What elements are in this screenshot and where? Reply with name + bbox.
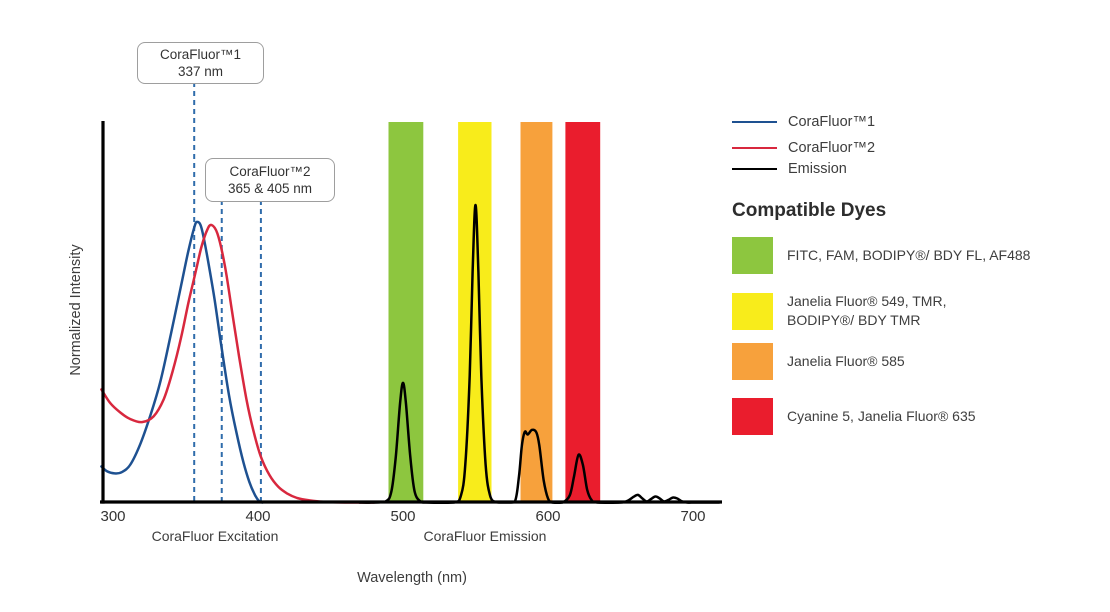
x-tick-label-600: 600 (535, 508, 560, 525)
compatible-dyes-heading: Compatible Dyes (732, 200, 887, 221)
dye-swatch-yellow (732, 292, 773, 330)
x-tick-label-300: 300 (100, 508, 125, 525)
x-axis-label: Wavelength (nm) (357, 570, 467, 586)
annotation-box-corafluor2: CoraFluor™2 365 & 405 nm (205, 158, 335, 202)
legend-line-sample-black (732, 168, 777, 170)
dye-item-cy5: Cyanine 5, Janelia Fluor® 635 (732, 398, 976, 435)
x-tick-label-500: 500 (390, 508, 415, 525)
x-section-label-emission: CoraFluor Emission (423, 528, 547, 544)
dye-label: FITC, FAM, BODIPY®/ BDY FL, AF488 (787, 247, 1031, 263)
dye-swatch-orange (732, 343, 773, 380)
curve-excitation-1 (100, 223, 376, 504)
annotation-box-corafluor1: CoraFluor™1 337 nm (137, 42, 264, 84)
legend-item-corafluor1: CoraFluor™1 (732, 112, 875, 132)
legend-item-emission: Emission (732, 159, 875, 179)
legend-label: Emission (788, 161, 847, 177)
legend-label: CoraFluor™2 (788, 140, 876, 156)
dye-swatch-red (732, 398, 773, 435)
annotation-corafluor1-wavelength: 337 nm (177, 64, 224, 79)
x-tick-label-700: 700 (680, 508, 705, 525)
curve-excitation-0 (100, 220, 264, 504)
x-tick-label-400: 400 (245, 508, 270, 525)
legend-line-sample-red (732, 147, 777, 149)
dye-item-jf549: Janelia Fluor® 549, TMR, BODIPY®/ BDY TM… (732, 292, 946, 330)
legend-line-sample-blue (732, 121, 777, 123)
dye-swatch-green (732, 237, 773, 274)
dye-label: Janelia Fluor® 549, TMR, BODIPY®/ BDY TM… (787, 293, 947, 328)
y-axis-label: Normalized Intensity (68, 244, 84, 376)
annotation-corafluor2-title: CoraFluor™2 (229, 164, 311, 179)
dye-item-fitc: FITC, FAM, BODIPY®/ BDY FL, AF488 (732, 237, 1030, 274)
dye-item-jf585: Janelia Fluor® 585 (732, 343, 905, 380)
filter-band-1 (458, 122, 492, 503)
dye-label: Janelia Fluor® 585 (787, 353, 905, 369)
filter-band-3 (565, 122, 601, 503)
filter-band-0 (388, 122, 424, 503)
annotation-corafluor2-wavelength: 365 & 405 nm (227, 181, 313, 196)
annotation-corafluor1-title: CoraFluor™1 (159, 47, 242, 62)
legend-label: CoraFluor™1 (788, 114, 876, 130)
dye-label: Cyanine 5, Janelia Fluor® 635 (787, 408, 976, 424)
series-legend: CoraFluor™1 CoraFluor™2 Emission (732, 112, 875, 185)
legend-item-corafluor2: CoraFluor™2 (732, 138, 875, 158)
curve-emission-2 (358, 203, 721, 504)
filter-band-2 (520, 122, 553, 503)
x-section-label-excitation: CoraFluor Excitation (151, 528, 279, 544)
